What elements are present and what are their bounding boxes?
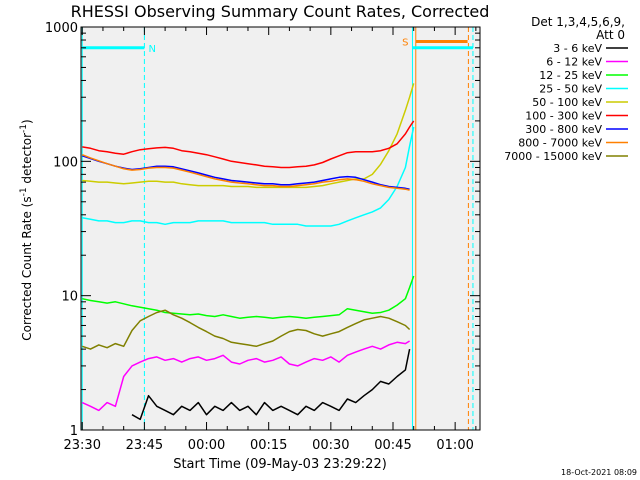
legend-label-1: 6 - 12 keV bbox=[546, 56, 602, 69]
legend-label-4: 50 - 100 keV bbox=[532, 96, 602, 109]
footer-date: 18-Oct-2021 08:09 bbox=[561, 468, 637, 477]
legend-label-0: 3 - 6 keV bbox=[553, 42, 602, 55]
series-lines bbox=[81, 83, 415, 421]
x-tick-label-6: 01:00 bbox=[436, 438, 473, 453]
series-line-3 bbox=[82, 126, 415, 227]
y-tick-label-0: 1 bbox=[70, 424, 78, 439]
legend-header-line1: Det 1,3,4,5,6,9, bbox=[531, 15, 625, 29]
y-axis-ticks: 1 10 100 1000 bbox=[45, 21, 480, 439]
y-axis-label: Corrected Count Rate (s-1 detector-1) bbox=[19, 119, 34, 340]
x-tick-label-5: 00:45 bbox=[374, 438, 411, 453]
series-line-7 bbox=[81, 154, 410, 191]
legend-label-5: 100 - 300 keV bbox=[525, 110, 602, 123]
legend-header-line2: Att 0 bbox=[596, 28, 625, 42]
series-line-2 bbox=[82, 275, 415, 319]
legend-label-8: 7000 - 15000 keV bbox=[504, 150, 602, 163]
x-tick-label-1: 23:45 bbox=[126, 438, 163, 453]
series-line-8 bbox=[81, 309, 411, 350]
y-tick-label-2: 100 bbox=[53, 155, 78, 170]
series-line-5 bbox=[82, 120, 415, 169]
plot-frame bbox=[80, 26, 481, 431]
legend-label-7: 800 - 7000 keV bbox=[518, 137, 602, 150]
series-line-1 bbox=[81, 340, 410, 412]
y-tick-label-1: 10 bbox=[61, 290, 78, 305]
marker-label-1: S bbox=[402, 37, 408, 48]
x-tick-label-2: 00:00 bbox=[188, 438, 225, 453]
plot-area bbox=[81, 27, 480, 430]
legend-label-3: 25 - 50 keV bbox=[539, 83, 602, 96]
vertical-markers bbox=[81, 27, 474, 430]
x-axis-ticks: 23:30 23:45 00:00 00:15 00:30 00:45 01:00 bbox=[64, 27, 477, 453]
legend-label-6: 300 - 800 keV bbox=[525, 123, 602, 136]
x-axis-label: Start Time (09-May-03 23:29:22) bbox=[173, 457, 387, 472]
y-tick-label-3: 1000 bbox=[45, 21, 78, 36]
x-tick-label-4: 00:30 bbox=[312, 438, 349, 453]
chart-title: RHESSI Observing Summary Count Rates, Co… bbox=[71, 2, 490, 21]
x-tick-label-3: 00:15 bbox=[250, 438, 287, 453]
marker-label-0: N bbox=[149, 44, 156, 55]
series-line-0 bbox=[131, 348, 411, 421]
series-line-4 bbox=[82, 83, 415, 189]
interval-markers: NS bbox=[82, 37, 473, 55]
legend-label-2: 12 - 25 keV bbox=[539, 69, 602, 82]
x-tick-label-0: 23:30 bbox=[64, 438, 101, 453]
